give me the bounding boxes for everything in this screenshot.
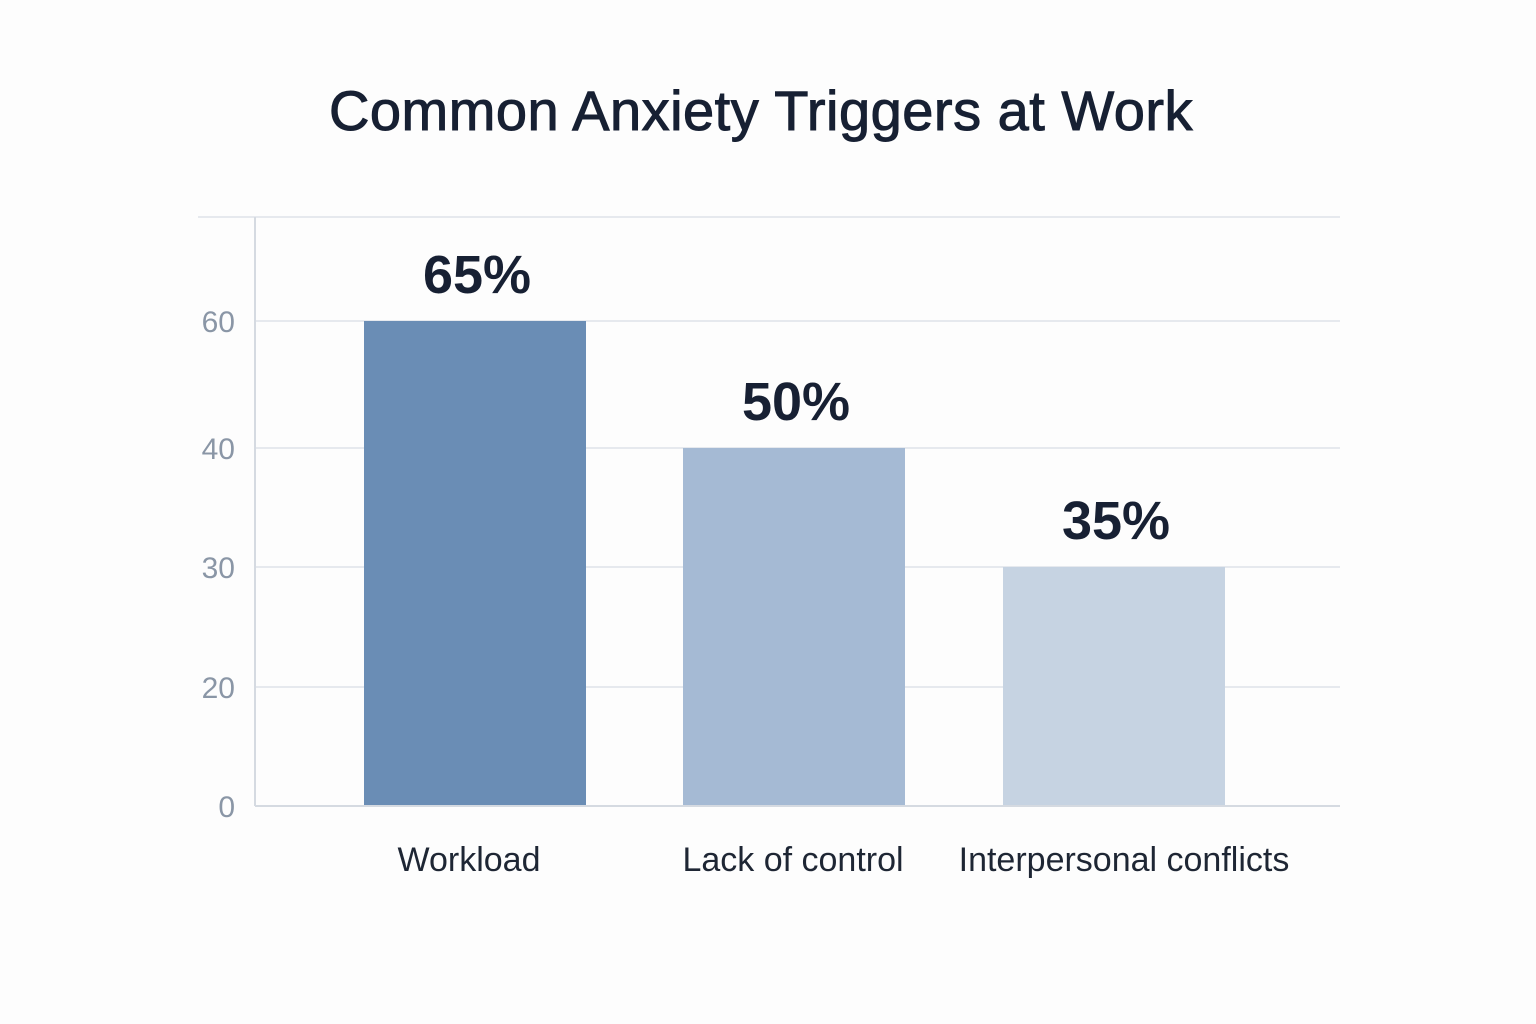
- y-tick-label: 60: [202, 306, 235, 339]
- bar-interpersonal-conflicts: [1003, 567, 1225, 806]
- y-axis-ticks: 0 20 30 40 60: [202, 306, 235, 824]
- data-label: 65%: [423, 245, 531, 305]
- bars: [364, 321, 1225, 806]
- data-label: 35%: [1062, 491, 1170, 551]
- data-labels: 65% 50% 35%: [423, 245, 1170, 551]
- y-tick-label: 0: [218, 791, 235, 824]
- y-tick-label: 20: [202, 672, 235, 705]
- x-category-label: Lack of control: [682, 841, 903, 879]
- x-category-label: Interpersonal conflicts: [959, 841, 1290, 879]
- chart-title: Common Anxiety Triggers at Work: [328, 79, 1194, 143]
- y-tick-label: 40: [202, 433, 235, 466]
- data-label: 50%: [742, 372, 850, 432]
- y-tick-label: 30: [202, 552, 235, 585]
- bar-lack-of-control: [683, 448, 905, 806]
- x-axis-categories: Workload Lack of control Interpersonal con…: [398, 841, 1290, 879]
- bar-workload: [364, 321, 586, 806]
- axes: [254, 217, 1340, 807]
- x-category-label: Workload: [398, 841, 541, 879]
